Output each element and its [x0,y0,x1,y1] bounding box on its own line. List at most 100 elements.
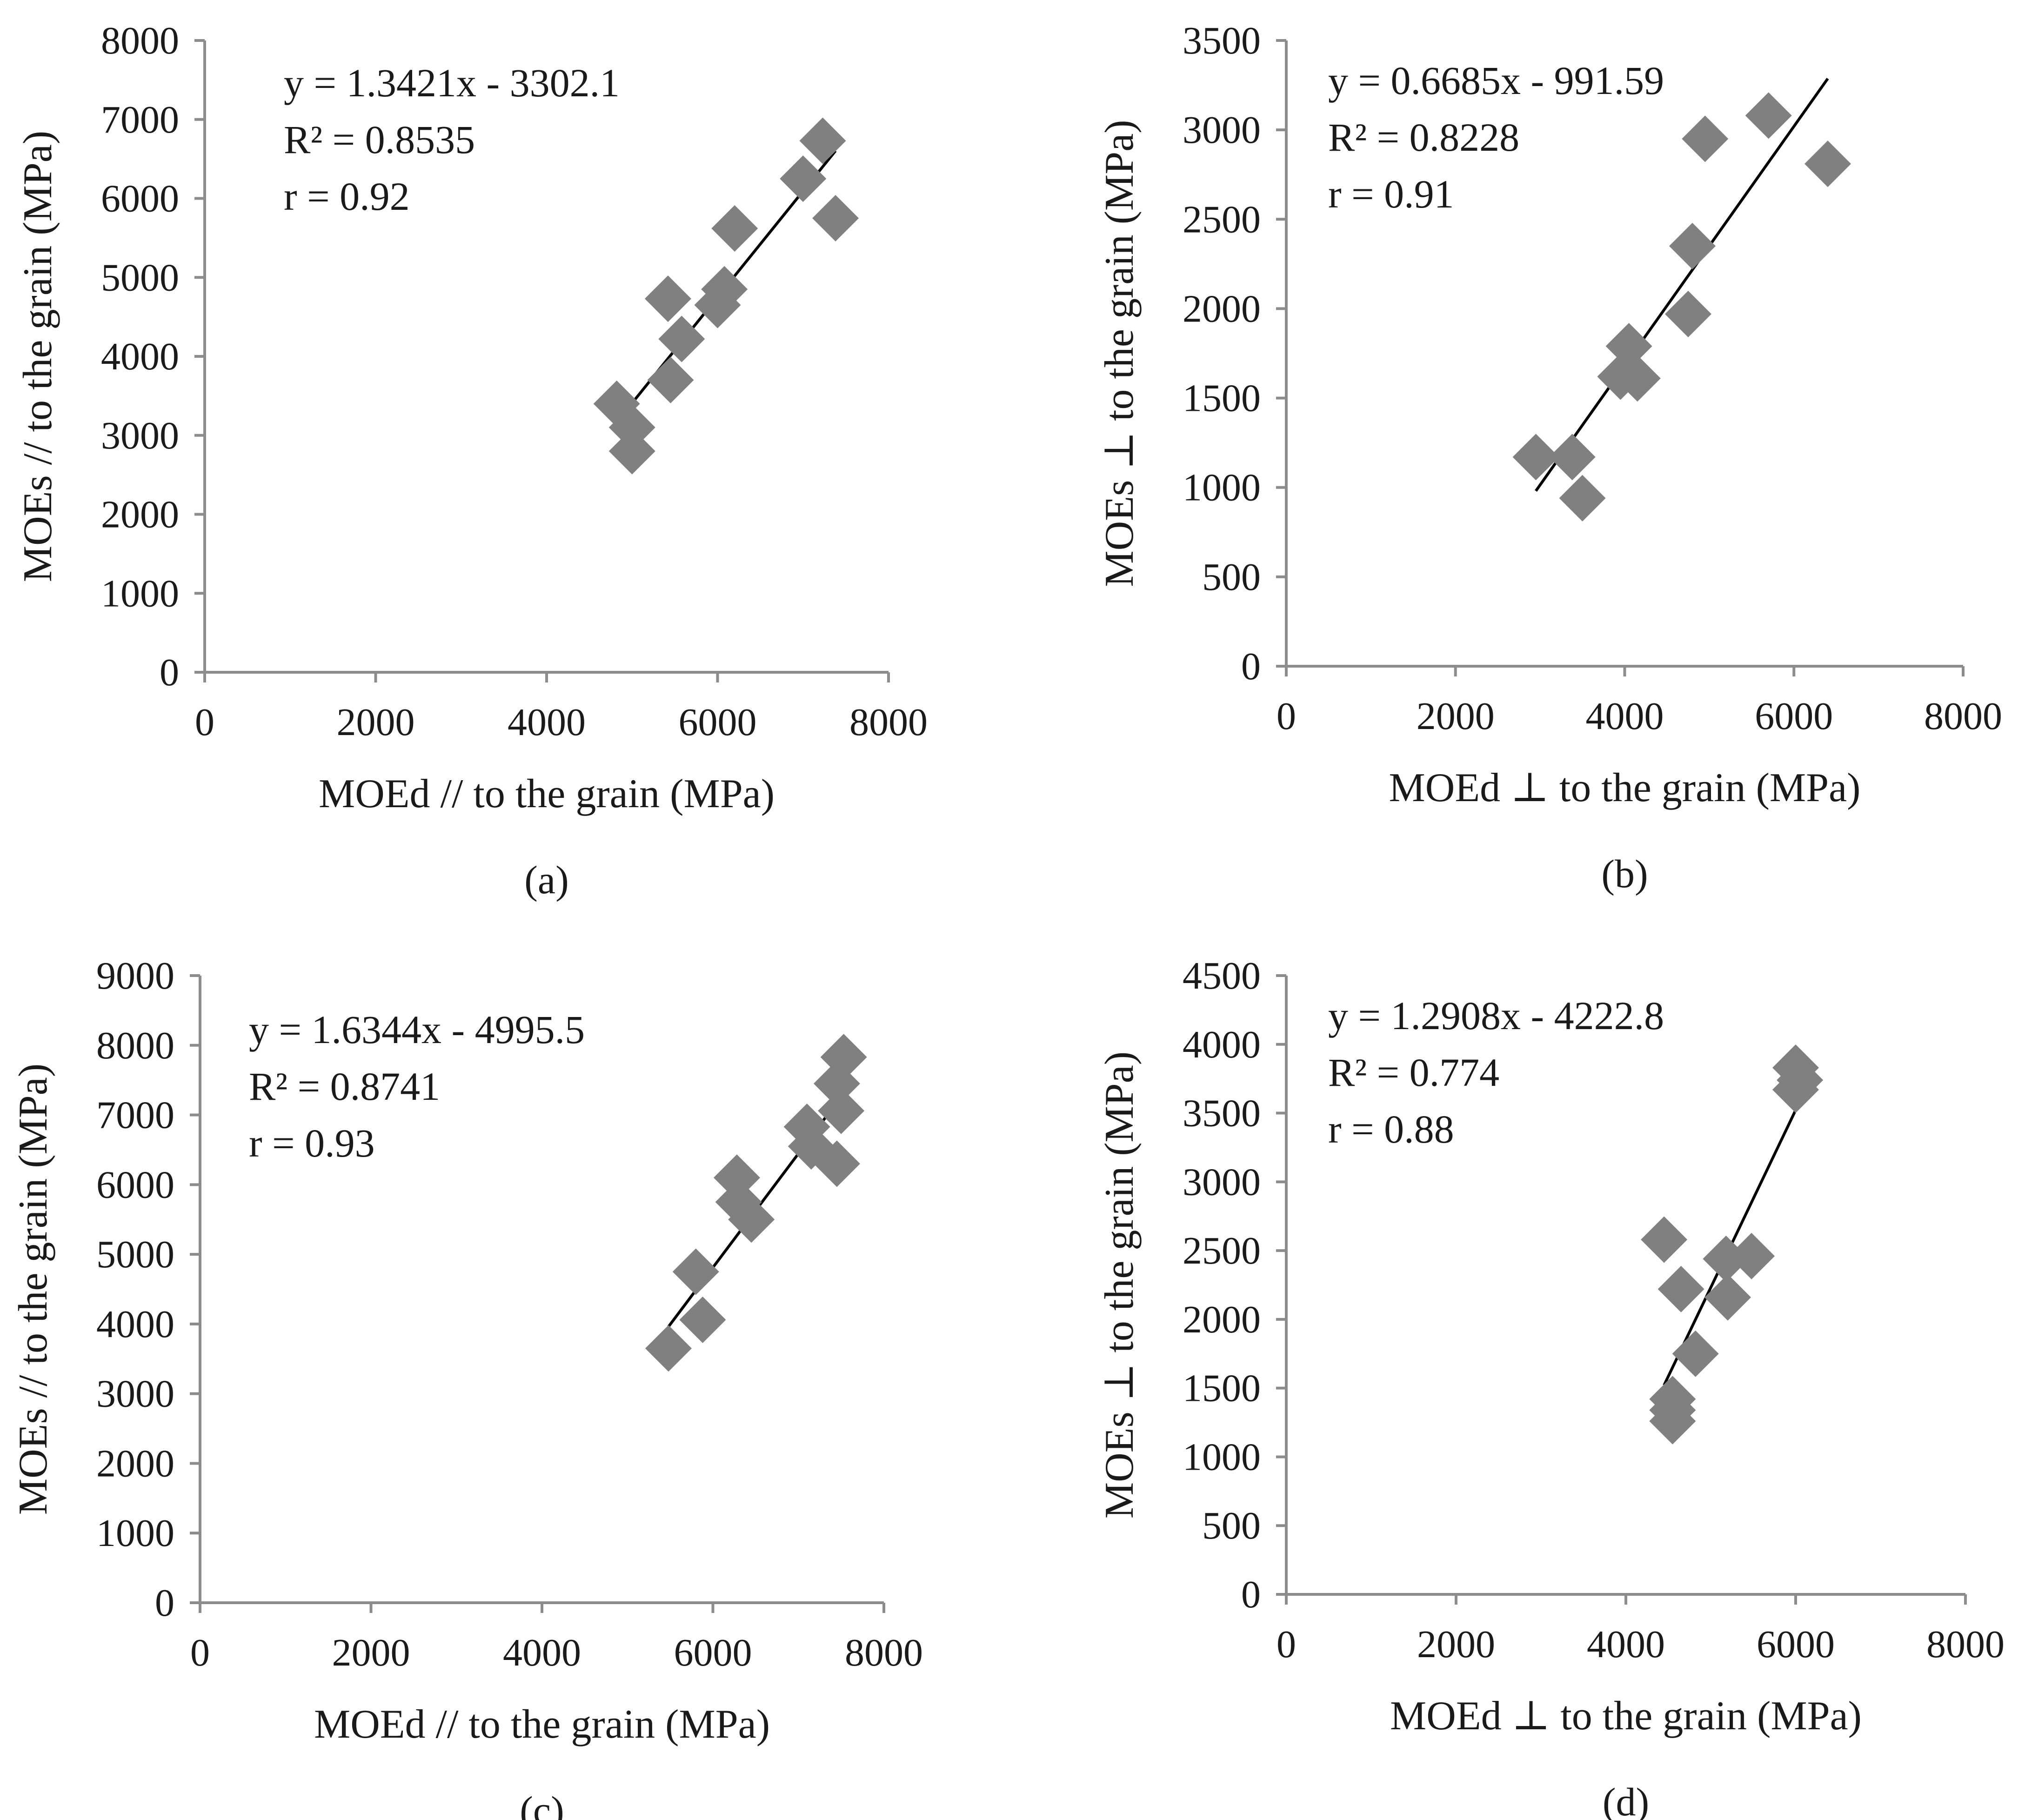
data-point-marker [1614,355,1661,402]
x-tick-label: 2000 [337,701,415,744]
x-axis-title: MOEd // to the grain (MPa) [314,1702,770,1747]
panel-label: (c) [520,1788,564,1820]
data-point-marker [1512,434,1559,481]
data-point-marker [1549,434,1596,481]
y-tick-label: 0 [1241,1573,1261,1616]
y-tick-label: 1000 [101,572,179,615]
x-tick-label: 6000 [1755,695,1833,738]
y-axis-title: MOEs // to the grain (MPa) [15,131,60,582]
data-point-marker [711,205,758,252]
data-point-marker [1641,1216,1688,1263]
y-tick-label: 2500 [1183,198,1261,241]
y-tick-label: 1000 [96,1512,174,1555]
y-tick-label: 4000 [1183,1023,1261,1066]
x-tick-label: 2000 [332,1631,410,1674]
data-point-marker [728,1196,775,1243]
regression-annotation: y = 1.6344x - 4995.5 [249,1007,585,1052]
y-tick-label: 2000 [1183,287,1261,330]
y-tick-label: 3000 [96,1372,174,1416]
x-tick-label: 6000 [679,701,757,744]
data-point-marker [679,1296,726,1343]
y-tick-label: 6000 [96,1163,174,1206]
panel-label: (b) [1601,851,1648,896]
data-point-marker [820,1034,867,1081]
linear-trendline [1535,78,1829,492]
panel-label: (d) [1603,1780,1649,1820]
data-point-marker [1649,1398,1696,1445]
x-tick-label: 6000 [674,1631,752,1674]
x-tick-label: 4000 [1586,695,1664,738]
y-tick-label: 500 [1202,555,1261,599]
regression-annotation: R² = 0.774 [1328,1050,1499,1095]
x-tick-label: 0 [1276,695,1296,738]
data-point-marker [645,1325,692,1372]
x-axis-title: MOEd // to the grain (MPa) [319,771,775,816]
data-point-marker [818,1087,865,1134]
chart-panel-2: 0 500 1000 1500 2000 2500 3000 3500 0 2000 4000 600… [1097,19,2002,896]
x-tick-label: 2000 [1417,695,1495,738]
data-point-marker [1682,115,1729,162]
data-point-marker [812,194,859,241]
data-point-marker [1704,1274,1751,1321]
y-tick-label: 3000 [101,414,179,457]
y-axis-title: MOEs ⊥ to the grain (MPa) [1097,1051,1142,1519]
panel-label: (a) [524,857,568,902]
data-point-marker [1664,290,1711,337]
y-axis-title: MOEs // to the grain (MPa) [11,1064,56,1515]
x-tick-label: 8000 [1924,695,2002,738]
y-tick-label: 3000 [1183,1160,1261,1204]
y-tick-label: 4000 [96,1303,174,1346]
data-point-marker [672,1248,719,1295]
y-tick-label: 2000 [101,493,179,536]
y-tick-label: 0 [155,1581,174,1625]
regression-annotation: y = 1.2908x - 4222.8 [1328,993,1664,1038]
regression-annotation: r = 0.92 [284,174,410,219]
data-point-marker [1728,1232,1775,1279]
y-tick-label: 5000 [96,1233,174,1276]
data-point-marker [1657,1265,1704,1312]
y-tick-label: 6000 [101,177,179,221]
y-tick-label: 1000 [1183,466,1261,509]
x-tick-label: 4000 [503,1631,581,1674]
x-tick-label: 6000 [1757,1623,1835,1666]
y-tick-label: 500 [1202,1504,1261,1547]
y-tick-label: 3000 [1183,108,1261,152]
data-point-marker [647,356,694,403]
data-point-marker [1804,141,1851,187]
data-point-marker [1772,1066,1819,1113]
x-axis-title: MOEd ⊥ to the grain (MPa) [1389,765,1861,810]
regression-annotation: y = 0.6685x - 991.59 [1328,58,1664,103]
x-tick-label: 8000 [845,1631,923,1674]
y-tick-label: 8000 [101,19,179,62]
y-tick-label: 8000 [96,1024,174,1067]
data-point-marker [799,117,846,164]
chart-panel-4: 0 500 1000 1500 2000 2500 3000 3500 4000 4500 0 200… [1097,954,2005,1820]
chart-panel-3: 0 1000 2000 3000 4000 5000 6000 7000 8000 9000 0 20… [11,954,923,1820]
data-point-marker [780,155,827,202]
data-point-marker [608,404,655,451]
data-point-marker [1669,222,1716,269]
y-tick-label: 1000 [1183,1435,1261,1479]
chart-panel-1: 0 1000 2000 3000 4000 5000 6000 7000 8000 0 2000 40… [15,19,928,902]
regression-annotation: R² = 0.8535 [284,117,475,162]
regression-annotation: R² = 0.8741 [249,1064,440,1109]
regression-annotation: r = 0.93 [249,1121,375,1165]
x-tick-label: 8000 [849,701,928,744]
data-point-marker [608,428,655,475]
x-tick-label: 0 [1276,1623,1296,1666]
data-point-marker [1745,92,1792,139]
y-tick-label: 1500 [1183,377,1261,420]
x-tick-label: 2000 [1417,1623,1495,1666]
data-point-marker [1605,323,1652,370]
y-tick-label: 3500 [1183,1092,1261,1135]
y-tick-label: 3500 [1183,19,1261,62]
data-point-marker [1672,1330,1719,1377]
regression-annotation: r = 0.91 [1328,172,1454,216]
regression-annotation: R² = 0.8228 [1328,115,1519,160]
y-tick-label: 7000 [96,1094,174,1137]
y-tick-label: 2000 [1183,1298,1261,1341]
x-axis-title: MOEd ⊥ to the grain (MPa) [1390,1693,1862,1739]
data-point-marker [813,1140,860,1187]
y-tick-label: 5000 [101,256,179,299]
